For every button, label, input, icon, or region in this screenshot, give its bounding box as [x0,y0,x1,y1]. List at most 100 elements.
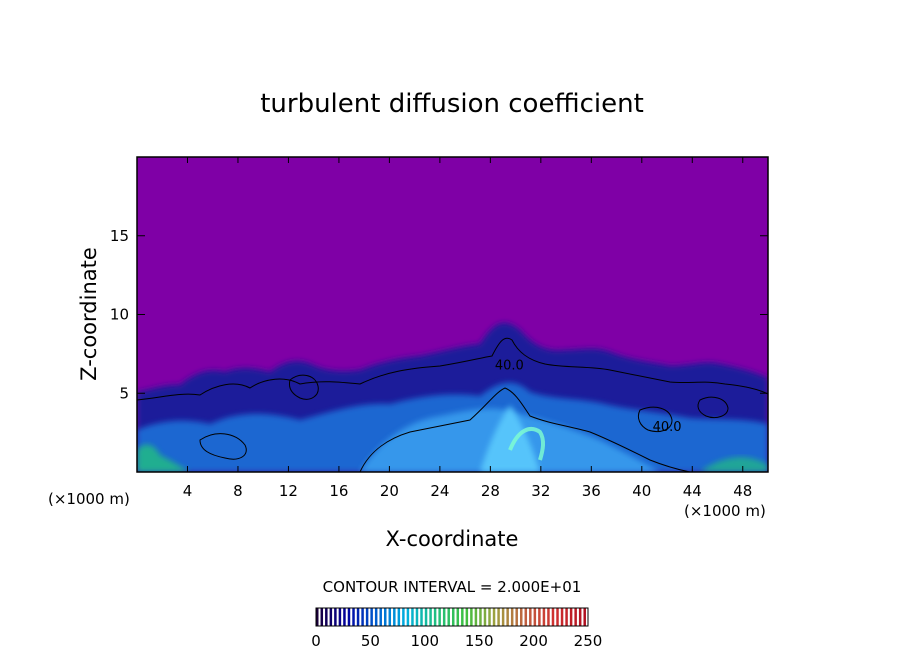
colorbar-swatch-11 [365,608,369,626]
colorbar-swatch-8 [352,608,355,626]
colorbar-swatch-5 [338,608,342,626]
contour-eddy-2 [289,374,319,400]
colorbar: 0 50 100 150 200 250 [311,607,603,650]
contour-inner [359,387,691,472]
colorbar-swatch-25 [429,608,432,626]
colorbar-swatch-48 [533,608,537,626]
x-tick-label-10: 44 [683,482,702,500]
colorbar-swatch-44 [515,608,518,626]
contour-lines [137,337,768,472]
x-tick-label-9: 40 [632,482,651,500]
colorbar-swatch-10 [361,608,364,626]
x-tick-label-7: 32 [531,482,550,500]
colorbar-swatch-38 [488,608,491,626]
colorbar-swatch-41 [501,608,505,626]
colorbar-swatch-43 [510,608,514,626]
contour-label-0: 40.0 [495,359,524,374]
colorbar-swatch-42 [506,608,509,626]
colorbar-swatch-6 [343,608,346,626]
diffusion-field [137,322,768,472]
y-tick-label-1: 10 [110,306,129,324]
colorbar-swatch-18 [397,608,401,626]
colorbar-swatch-16 [388,608,392,626]
colorbar-swatch-34 [470,608,473,626]
plume-swirl [508,427,545,461]
colorbar-swatch-7 [347,608,351,626]
colorbar-swatch-17 [393,608,396,626]
colorbar-swatch-15 [384,608,387,626]
y-axis-label: Z-coordinate [77,247,101,381]
colorbar-swatch-50 [542,608,546,626]
x-tick-label-3: 16 [329,482,348,500]
colorbar-swatch-45 [520,608,523,626]
colorbar-swatch-57 [574,608,577,626]
colorbar-swatch-1 [320,608,324,626]
plume-center [480,405,540,472]
colorbar-swatch-26 [433,608,437,626]
x-unit-right: (×1000 m) [684,502,766,520]
contour-eddy-4 [697,396,729,419]
colorbar-swatch-51 [547,608,550,626]
colorbar-swatch-19 [402,608,405,626]
x-tick-label-5: 24 [430,482,449,500]
chart-title: turbulent diffusion coefficient [260,89,644,119]
colorbar-swatch-28 [442,608,446,626]
colorbar-swatch-32 [461,608,464,626]
x-axis-label: X-coordinate [386,527,519,551]
x-tick-label-6: 28 [481,482,500,500]
colorbar-swatch-30 [452,608,455,626]
colorbar-swatch-37 [483,608,487,626]
colorbar-swatch-39 [492,608,496,626]
colorbar-swatch-0 [316,608,319,626]
colorbar-swatch-47 [529,608,532,626]
colorbar-swatch-58 [578,608,582,626]
x-tick-label-0: 4 [183,482,193,500]
colorbar-swatch-22 [415,608,419,626]
x-tick-label-4: 20 [380,482,399,500]
x-tick-label-8: 36 [582,482,601,500]
colorbar-swatch-20 [406,608,410,626]
colorbar-swatch-12 [370,608,373,626]
edge-eddy-left [137,444,190,472]
colorbar-swatch-13 [374,608,378,626]
colorbar-swatch-9 [356,608,360,626]
contour-label-layer: 40.0 40.0 [495,359,682,435]
colorbar-tick-label-0: 0 [311,632,321,650]
colorbar-swatch-14 [379,608,382,626]
colorbar-swatch-2 [325,608,328,626]
colorbar-swatch-46 [524,608,528,626]
contour-interval-note: CONTOUR INTERVAL = 2.000E+01 [323,578,582,596]
edge-eddy-right [700,457,768,472]
colorbar-swatch-55 [565,608,568,626]
x-tick-label-11: 48 [733,482,752,500]
colorbar-swatch-35 [474,608,478,626]
colorbar-tick-label-4: 200 [519,632,548,650]
contour-label-1: 40.0 [653,420,682,435]
colorbar-swatch-31 [456,608,460,626]
colorbar-swatch-49 [538,608,541,626]
colorbar-swatch-29 [447,608,450,626]
x-tick-label-2: 12 [279,482,298,500]
colorbar-frame [315,607,589,627]
colorbar-swatch-59 [583,608,586,626]
colorbar-swatch-56 [569,608,573,626]
x-unit-left: (×1000 m) [48,490,130,508]
contour-eddy-1 [199,433,247,460]
colorbar-tick-label-3: 150 [465,632,494,650]
colorbar-swatch-21 [411,608,414,626]
colorbar-swatch-52 [551,608,555,626]
colorbar-tick-label-1: 50 [361,632,380,650]
colorbar-swatch-33 [465,608,469,626]
colorbar-swatch-23 [420,608,423,626]
y-tick-label-0: 5 [119,384,129,402]
colorbar-tick-label-5: 250 [574,632,603,650]
colorbar-swatch-24 [424,608,428,626]
colorbar-swatch-3 [329,608,333,626]
contour-outer [137,337,768,401]
contour-eddy-3 [637,406,673,433]
colorbar-swatch-36 [479,608,482,626]
y-tick-label-2: 15 [110,227,129,245]
colorbar-swatch-53 [556,608,559,626]
